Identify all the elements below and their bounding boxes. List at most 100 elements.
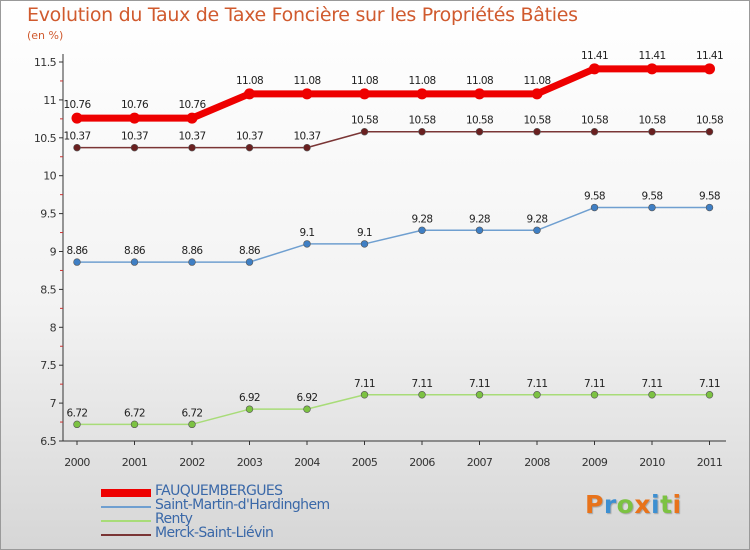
data-point xyxy=(71,112,83,124)
x-tick-label: 2002 xyxy=(179,456,205,469)
legend-label: Saint-Martin-d'Hardinghem xyxy=(155,497,330,513)
x-tick-label: 2000 xyxy=(64,456,90,469)
data-label: 10.37 xyxy=(236,131,263,143)
data-point xyxy=(590,391,599,399)
logo-letter: i xyxy=(651,490,661,519)
x-tick-label: 2008 xyxy=(524,456,550,469)
data-label: 10.76 xyxy=(63,99,91,111)
data-label: 6.92 xyxy=(239,392,260,404)
y-tick-label: 8.5 xyxy=(40,283,56,296)
data-point xyxy=(418,226,426,234)
data-point xyxy=(130,420,139,429)
data-label: 10.58 xyxy=(523,115,550,127)
series-line xyxy=(76,394,711,426)
series-line xyxy=(76,130,711,149)
legend-swatch xyxy=(101,489,151,497)
data-point xyxy=(531,88,543,100)
data-point xyxy=(475,226,484,234)
logo-letter: P xyxy=(585,490,604,519)
data-label: 11.08 xyxy=(351,75,378,87)
data-point xyxy=(533,128,541,136)
data-label: 8.86 xyxy=(67,245,89,257)
y-tick-label: 10 xyxy=(43,170,56,183)
data-point xyxy=(359,88,370,100)
data-point xyxy=(418,391,426,399)
data-point xyxy=(245,405,254,413)
logo-letter: i xyxy=(672,490,682,519)
legend-label: Merck-Saint-Liévin xyxy=(155,525,274,541)
legend-label: Renty xyxy=(155,511,193,527)
data-label: 7.11 xyxy=(699,378,720,390)
data-label: 9.28 xyxy=(527,213,548,225)
data-point xyxy=(589,63,600,75)
data-point xyxy=(245,143,254,152)
data-point xyxy=(648,128,656,136)
x-tick-label: 2010 xyxy=(639,456,665,469)
data-label: 11.08 xyxy=(466,75,493,87)
data-point xyxy=(705,203,714,212)
data-point xyxy=(416,88,428,100)
data-label: 9.58 xyxy=(699,191,720,203)
data-point xyxy=(705,391,714,399)
x-tick-label: 2007 xyxy=(467,456,493,469)
data-label: 10.58 xyxy=(638,115,665,127)
logo-letter: o xyxy=(616,490,635,519)
data-label: 10.37 xyxy=(63,131,90,143)
series-line xyxy=(73,65,713,122)
data-point xyxy=(533,391,541,399)
data-point xyxy=(590,203,599,212)
data-label: 11.08 xyxy=(408,75,435,87)
data-point xyxy=(648,203,656,212)
data-point xyxy=(475,128,484,136)
data-point xyxy=(130,143,139,152)
data-label: 10.76 xyxy=(121,99,149,111)
y-tick-label: 7.5 xyxy=(40,359,56,372)
data-label: 10.37 xyxy=(121,131,148,143)
logo-letter: t xyxy=(660,490,673,519)
data-point xyxy=(590,128,599,136)
data-label: 11.41 xyxy=(696,50,723,62)
data-label: 10.58 xyxy=(696,115,723,127)
data-label: 9.28 xyxy=(469,213,490,225)
data-label: 11.08 xyxy=(523,75,550,87)
data-point xyxy=(188,143,196,152)
data-point xyxy=(360,128,369,136)
data-point xyxy=(188,420,196,429)
y-tick-label: 10.5 xyxy=(34,132,57,145)
y-tick-label: 11 xyxy=(43,94,56,107)
data-point xyxy=(73,143,81,152)
x-tick-label: 2006 xyxy=(409,456,435,469)
data-point xyxy=(705,128,714,136)
data-label: 7.11 xyxy=(469,378,490,390)
legend-swatch xyxy=(101,506,151,508)
x-tick-label: 2009 xyxy=(582,456,608,469)
data-point xyxy=(360,240,369,248)
data-point xyxy=(129,112,140,124)
data-label: 10.37 xyxy=(293,131,320,143)
data-label: 6.72 xyxy=(124,407,145,419)
y-tick-label: 9 xyxy=(50,246,57,259)
data-point xyxy=(360,391,369,399)
data-point xyxy=(130,258,139,266)
data-label: 8.86 xyxy=(239,245,261,257)
data-point xyxy=(73,258,81,266)
data-label: 9.1 xyxy=(357,227,372,239)
data-point xyxy=(244,88,255,100)
data-label: 11.08 xyxy=(293,75,320,87)
data-point xyxy=(303,143,311,152)
data-point xyxy=(245,258,254,266)
chart-title: Evolution du Taux de Taxe Foncière sur l… xyxy=(27,4,578,26)
data-label: 9.1 xyxy=(300,227,315,239)
legend-label: FAUQUEMBERGUES xyxy=(155,483,283,499)
y-tick-label: 9.5 xyxy=(40,208,56,221)
data-point xyxy=(475,391,484,399)
x-tick-label: 2005 xyxy=(352,456,378,469)
data-label: 9.58 xyxy=(642,191,663,203)
chart-unit: (en %) xyxy=(27,29,64,42)
data-label: 11.08 xyxy=(236,75,263,87)
data-label: 7.11 xyxy=(584,378,605,390)
data-point xyxy=(418,128,426,136)
data-label: 6.92 xyxy=(297,392,318,404)
data-label: 6.72 xyxy=(67,407,88,419)
data-label: 10.58 xyxy=(408,115,435,127)
